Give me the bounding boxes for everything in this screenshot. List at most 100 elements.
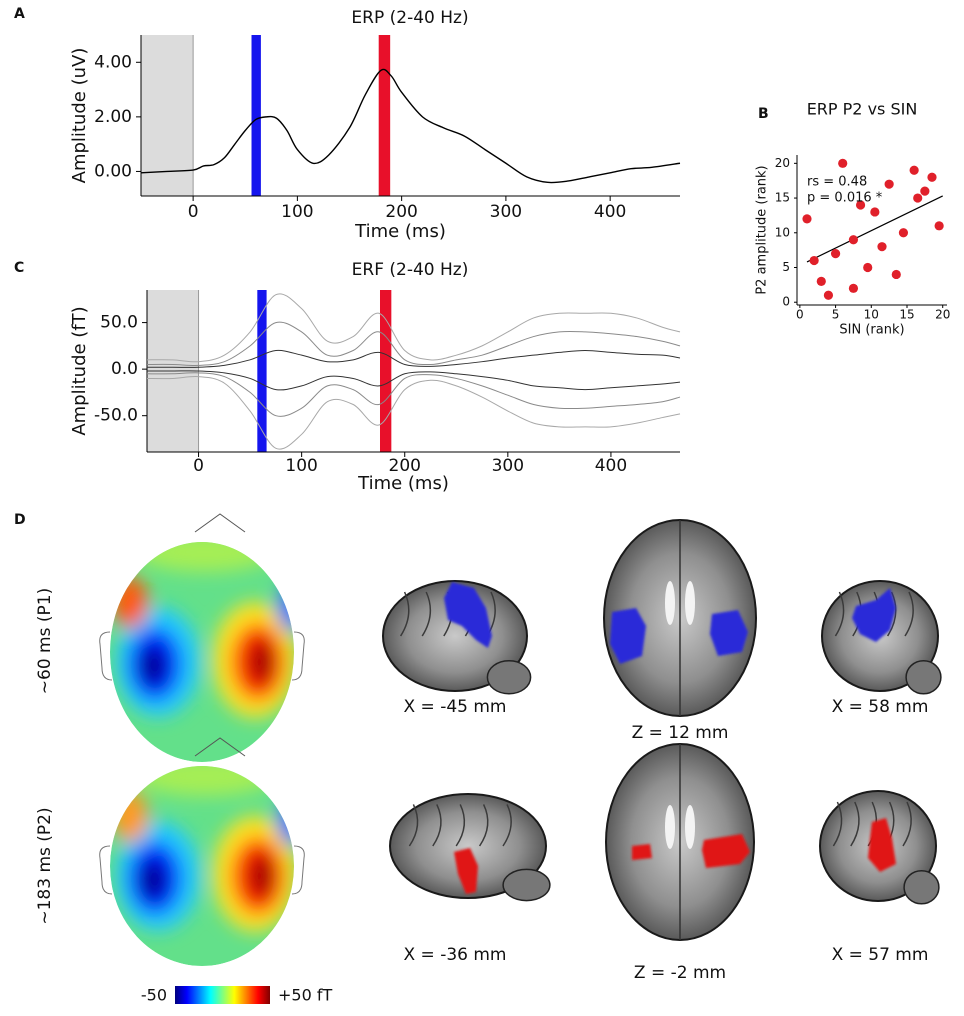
sulcus <box>904 591 914 637</box>
x-tick-label: 0 <box>796 308 804 322</box>
line-series <box>147 349 681 368</box>
activation <box>852 588 896 642</box>
scatter-point <box>920 186 930 196</box>
activation <box>710 610 748 656</box>
y-tick-label: 0.0 <box>111 359 138 379</box>
baseline-region <box>141 35 194 196</box>
blob-dblue <box>140 646 166 686</box>
y-tick-label: 0.00 <box>94 161 132 181</box>
scatter-point <box>898 228 909 238</box>
head-map <box>99 737 305 966</box>
sulcus <box>502 804 512 847</box>
chart-title: ERP P2 vs SIN <box>807 100 918 119</box>
y-axis-label: Amplitude (fT) <box>69 306 90 435</box>
x-tick-label: 400 <box>595 456 627 476</box>
y-tick-label: 4.00 <box>94 52 132 72</box>
line-series <box>146 375 681 450</box>
scatter-point <box>830 249 841 259</box>
y-tick-label: 5 <box>782 260 790 274</box>
line-series <box>146 321 681 367</box>
sagittal-slice <box>821 580 942 695</box>
cerebellum <box>486 660 532 695</box>
ventricle-l <box>665 581 675 625</box>
panel-d: -50 +50 fT ~60 ms (P1) ~183 ms (P2) X = -45 … <box>35 513 942 1005</box>
nose <box>194 737 246 757</box>
scatter-point <box>877 242 887 252</box>
slice-label: X = 58 mm <box>832 697 929 717</box>
scatter-point <box>934 221 944 231</box>
activation <box>444 582 492 648</box>
activation <box>610 608 646 664</box>
chart-title: ERF (2-40 Hz) <box>352 260 469 280</box>
activation <box>454 848 478 894</box>
ventricle-r <box>685 805 695 849</box>
scatter-point <box>802 214 812 224</box>
sulcus <box>478 804 489 847</box>
x-axis-label: SIN (rank) <box>839 323 904 338</box>
small-blue <box>277 797 294 845</box>
y-tick-label: 10 <box>775 225 790 239</box>
colorbar-max: +50 fT <box>278 986 332 1005</box>
chart-title: ERP (2-40 Hz) <box>351 8 468 28</box>
slice-label: Z = -2 mm <box>634 963 726 983</box>
line-series <box>146 372 681 417</box>
x-tick-label: 15 <box>899 308 914 322</box>
slice-label: X = -45 mm <box>404 697 507 717</box>
topo-blobs <box>112 542 294 718</box>
cerebellum <box>502 868 551 902</box>
scatter-point <box>870 207 880 217</box>
line-series <box>146 293 681 363</box>
topography <box>110 766 294 966</box>
scatter-point <box>848 235 859 245</box>
scatter-point <box>891 269 901 280</box>
blob-dred <box>250 854 274 898</box>
brain-outline <box>389 793 547 899</box>
scatter-point <box>909 165 919 175</box>
trend-line <box>806 195 943 263</box>
x-tick-label: 200 <box>385 202 417 222</box>
sagittal-slice <box>382 580 532 695</box>
highlight-band <box>257 290 267 452</box>
x-tick-label: 200 <box>389 456 421 476</box>
ventricle-l <box>665 805 675 849</box>
sulcus <box>421 591 432 637</box>
x-tick-label: 400 <box>594 202 626 222</box>
x-tick-label: 0 <box>193 456 204 476</box>
colorbar-min: -50 <box>141 986 167 1005</box>
panel-letter: C <box>14 260 24 276</box>
x-tick-label: 300 <box>492 456 524 476</box>
line-series <box>140 68 681 184</box>
sulcus <box>432 804 442 847</box>
x-tick-label: 100 <box>281 202 313 222</box>
line-series <box>146 370 681 391</box>
warm-top <box>135 542 275 572</box>
scatter-point <box>913 193 923 203</box>
annotation: rs = 0.48 <box>807 175 867 190</box>
scatter-point <box>809 255 819 266</box>
cerebellum <box>903 870 940 905</box>
y-axis-label: P2 amplitude (rank) <box>755 165 770 294</box>
panel-letter: D <box>14 512 26 528</box>
activation <box>632 844 652 860</box>
sulcus <box>455 804 466 847</box>
ear-right <box>291 631 305 681</box>
scatter-point <box>838 158 848 168</box>
axial-slice <box>605 743 755 941</box>
axial-slice <box>603 519 757 717</box>
y-tick-label: -50.0 <box>94 406 138 426</box>
slice-label: X = -36 mm <box>404 945 507 965</box>
sulcus <box>834 591 845 637</box>
topography <box>110 542 294 762</box>
warm-top <box>135 766 275 796</box>
highlight-band <box>378 35 391 196</box>
ear-left <box>99 845 113 895</box>
small-red <box>112 790 148 842</box>
x-tick-label: 20 <box>935 308 950 322</box>
activation <box>702 834 750 868</box>
scatter-point <box>884 179 894 189</box>
small-blue <box>277 583 294 631</box>
sulcus <box>832 801 843 847</box>
row-label: ~183 ms (P2) <box>35 807 55 924</box>
